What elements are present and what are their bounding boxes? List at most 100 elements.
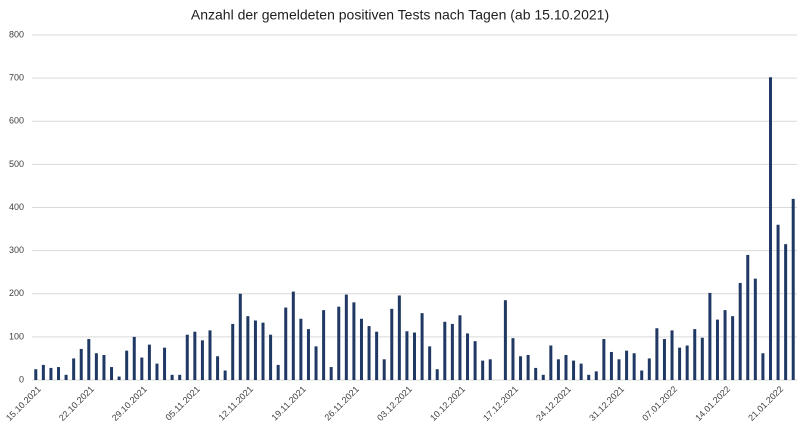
y-tick-label: 700 [9,73,24,83]
x-tick-label: 31.12.2021 [587,384,626,423]
bar [594,371,598,380]
bar [147,344,151,380]
bar [503,300,507,380]
bar [284,307,288,380]
bar [337,306,341,380]
bar [678,347,682,380]
bar [306,329,310,380]
bar [413,332,416,380]
bar [246,316,250,380]
bar [57,367,61,380]
bar [231,323,235,380]
bar [397,295,401,380]
bar [193,331,197,380]
bar [34,369,38,380]
bar [761,353,765,380]
bar [41,364,45,380]
bar [208,330,212,380]
bar [662,339,666,380]
bar [352,302,356,380]
bar [170,374,174,380]
bar [534,367,538,380]
y-tick-label: 800 [9,29,24,39]
bar [102,354,106,380]
bar [253,320,257,380]
y-tick-label: 300 [9,245,24,255]
bar [572,360,576,380]
bar [609,351,613,380]
bar [125,350,129,380]
y-tick-label: 200 [9,288,24,298]
bar [685,345,689,380]
x-tick-label: 07.01.2022 [640,384,679,423]
bar [473,341,477,380]
y-tick-label: 100 [9,331,24,341]
bar [602,339,606,380]
bar [428,346,432,380]
bar [117,376,121,380]
bar [784,244,788,380]
bar [163,347,167,380]
bar [64,374,68,380]
bar [564,354,568,380]
bar [670,330,674,380]
bar [405,331,409,380]
bar [556,359,560,380]
x-tick-label: 03.12.2021 [375,384,414,423]
bar [731,316,735,380]
x-tick-label: 17.12.2021 [481,384,520,423]
bar [519,356,523,380]
bar [200,340,204,380]
bar [753,278,757,380]
y-tick-label: 400 [9,202,24,212]
bar [549,345,553,380]
bar [359,318,363,380]
bar [526,354,530,380]
bar [261,322,265,380]
x-tick-label: 14.01.2022 [693,384,732,423]
bar [791,198,795,380]
bar [776,224,780,380]
bar [132,336,136,380]
bar [382,359,386,380]
bar [579,363,583,380]
bar [647,358,651,380]
bar [450,323,454,380]
bar [299,318,303,380]
bar [94,353,98,380]
y-tick-label: 600 [9,116,24,126]
x-tick-label: 29.10.2021 [110,384,149,423]
bar [693,329,697,380]
bar [632,353,636,380]
bar [79,348,83,380]
bar [458,315,462,380]
bar [276,364,280,380]
bar [140,357,144,380]
y-tick-label: 0 [19,374,24,384]
bar [481,360,485,380]
bar [738,282,742,380]
x-tick-label: 15.10.2021 [4,384,43,423]
x-tick-label: 10.12.2021 [428,384,467,423]
bar [435,369,439,380]
bar [488,359,492,380]
bar [587,374,591,380]
bar [72,358,76,380]
bar [466,333,470,380]
bar [178,374,182,380]
chart-title: Anzahl der gemeldeten positiven Tests na… [191,7,609,23]
bar [238,293,242,380]
bar [329,367,333,380]
x-tick-label: 22.10.2021 [57,384,96,423]
bar [269,334,273,380]
bar [723,310,727,380]
bar [655,328,659,380]
bar [155,363,159,380]
bar [375,331,379,380]
bar [390,308,394,380]
bar [700,337,704,380]
y-tick-label: 500 [9,159,24,169]
bar [87,339,91,380]
bar [216,356,220,380]
